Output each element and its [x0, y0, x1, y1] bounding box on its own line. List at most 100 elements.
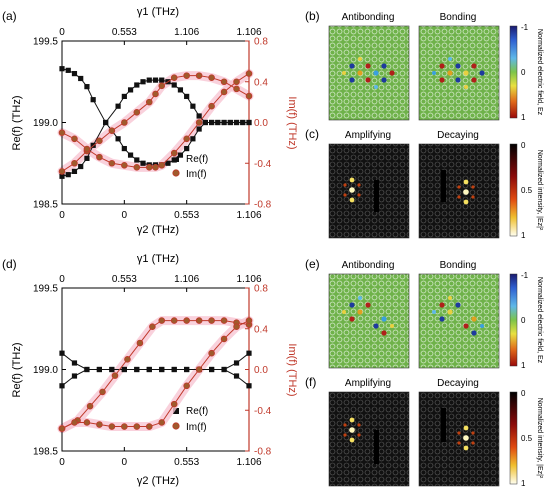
re-point [233, 119, 240, 126]
cbar-tick-bottom: 1 [521, 231, 526, 240]
im-point [83, 145, 91, 153]
re-point [59, 66, 65, 72]
im-point [195, 366, 203, 373]
cbar-label: Normalized intensity, |Ez|² [536, 150, 543, 231]
right-tick-label: 0.4 [254, 77, 268, 88]
top-tick-label: 0.553 [112, 274, 137, 285]
im-point [145, 98, 153, 106]
re-point [196, 126, 202, 132]
field-title-antibonding: Antibonding [342, 12, 395, 23]
re-point [233, 360, 240, 366]
field-title-bonding: Bonding [440, 12, 477, 23]
re-point [246, 383, 252, 389]
im-point [149, 323, 156, 331]
im-point [183, 135, 190, 143]
field-map-bonding [418, 273, 500, 369]
legend-label-re: Re(f) [186, 406, 208, 417]
im-point [71, 135, 78, 143]
re-point [246, 350, 252, 356]
cbar-tick-bottom: 1 [521, 361, 526, 370]
intensity-title-amplifying: Amplifying [345, 378, 391, 389]
re-point [209, 119, 215, 126]
re-series-line [61, 369, 250, 387]
intensity-hotspot-decaying [441, 170, 475, 205]
re-point [84, 155, 90, 161]
re-point [184, 93, 190, 100]
im-point [233, 78, 240, 86]
re-point [71, 71, 78, 77]
top-tick-label: 1.106 [236, 27, 261, 38]
re-point [171, 366, 177, 373]
re-point [190, 103, 196, 109]
right-tick-label: -0.4 [254, 159, 272, 170]
intensity-hotspot-amplifying [343, 417, 379, 464]
im-point [71, 419, 78, 426]
im-point [58, 129, 66, 136]
cbar-label: Normalized electric field, Ez [536, 277, 543, 364]
re-point [84, 366, 90, 373]
re-point [221, 119, 227, 126]
im-point [96, 153, 103, 161]
field-map-antibonding [328, 25, 410, 121]
im-point [124, 356, 131, 363]
re-point [209, 366, 215, 373]
re-point [121, 145, 127, 152]
im-point [121, 119, 128, 126]
re-point [59, 173, 65, 179]
intensity-title-decaying: Decaying [437, 378, 479, 389]
re-point [121, 366, 127, 373]
field-map-antibonding [328, 273, 410, 369]
top-tick-label: 1.106 [236, 274, 261, 285]
left-axis-label: Re(f) (THz) [11, 343, 23, 398]
re-point [190, 136, 196, 142]
intensity-title-amplifying: Amplifying [345, 130, 391, 141]
right-tick-label: 0.8 [254, 37, 268, 48]
top-tick-label: 0.553 [112, 27, 137, 38]
im-point [245, 70, 253, 77]
panel-tag-c: (c) [305, 127, 319, 141]
re-point [78, 163, 84, 170]
top-axis-label: γ1 (THz) [137, 6, 179, 18]
colorbar-field [509, 273, 518, 367]
panel-f: (f) Amplifying Decaying 0 0.5 1 Normaliz… [305, 375, 543, 488]
im-point [208, 74, 215, 81]
im-point [245, 317, 253, 324]
re-point [196, 113, 202, 119]
re-point [134, 366, 140, 373]
left-tick-label: 199.5 [33, 37, 58, 48]
panel-c: (c) Amplifying Decaying 0 0.5 1 Normaliz… [305, 127, 543, 240]
intensity-map-decaying [418, 391, 500, 487]
re-point [115, 136, 121, 142]
re-point [184, 366, 190, 373]
left-tick-label: 199.0 [33, 365, 58, 376]
re-point [246, 119, 252, 126]
im-point [158, 317, 166, 324]
im-point [158, 161, 166, 169]
im-point [220, 335, 228, 343]
panel-e: (e) Antibonding Bonding -1 0 1 Normalize… [305, 257, 543, 370]
cbar-label: Normalized intensity, |Ez|² [536, 398, 543, 479]
re-point [140, 160, 146, 166]
top-tick-label: 0 [59, 274, 65, 285]
right-axis-label: Im(f) (THz) [286, 96, 298, 149]
re-point [103, 119, 109, 126]
right-tick-label: -0.4 [254, 406, 272, 417]
re-point [215, 119, 221, 126]
re-point [177, 152, 184, 158]
legend-marker-re [173, 408, 179, 414]
re-point [109, 366, 115, 373]
im-point [233, 323, 240, 331]
re-point [71, 360, 78, 366]
cbar-tick-top: -1 [521, 271, 529, 280]
field-map-bonding [418, 25, 500, 121]
im-point [152, 164, 159, 171]
im-point [108, 159, 116, 167]
im-point [145, 164, 153, 171]
re-point [134, 82, 140, 88]
im-point [58, 425, 66, 432]
re-point [240, 119, 246, 126]
field-hotspots-antibonding [342, 296, 394, 336]
legend-label-im: Im(f) [186, 422, 207, 433]
re-point [146, 77, 152, 83]
